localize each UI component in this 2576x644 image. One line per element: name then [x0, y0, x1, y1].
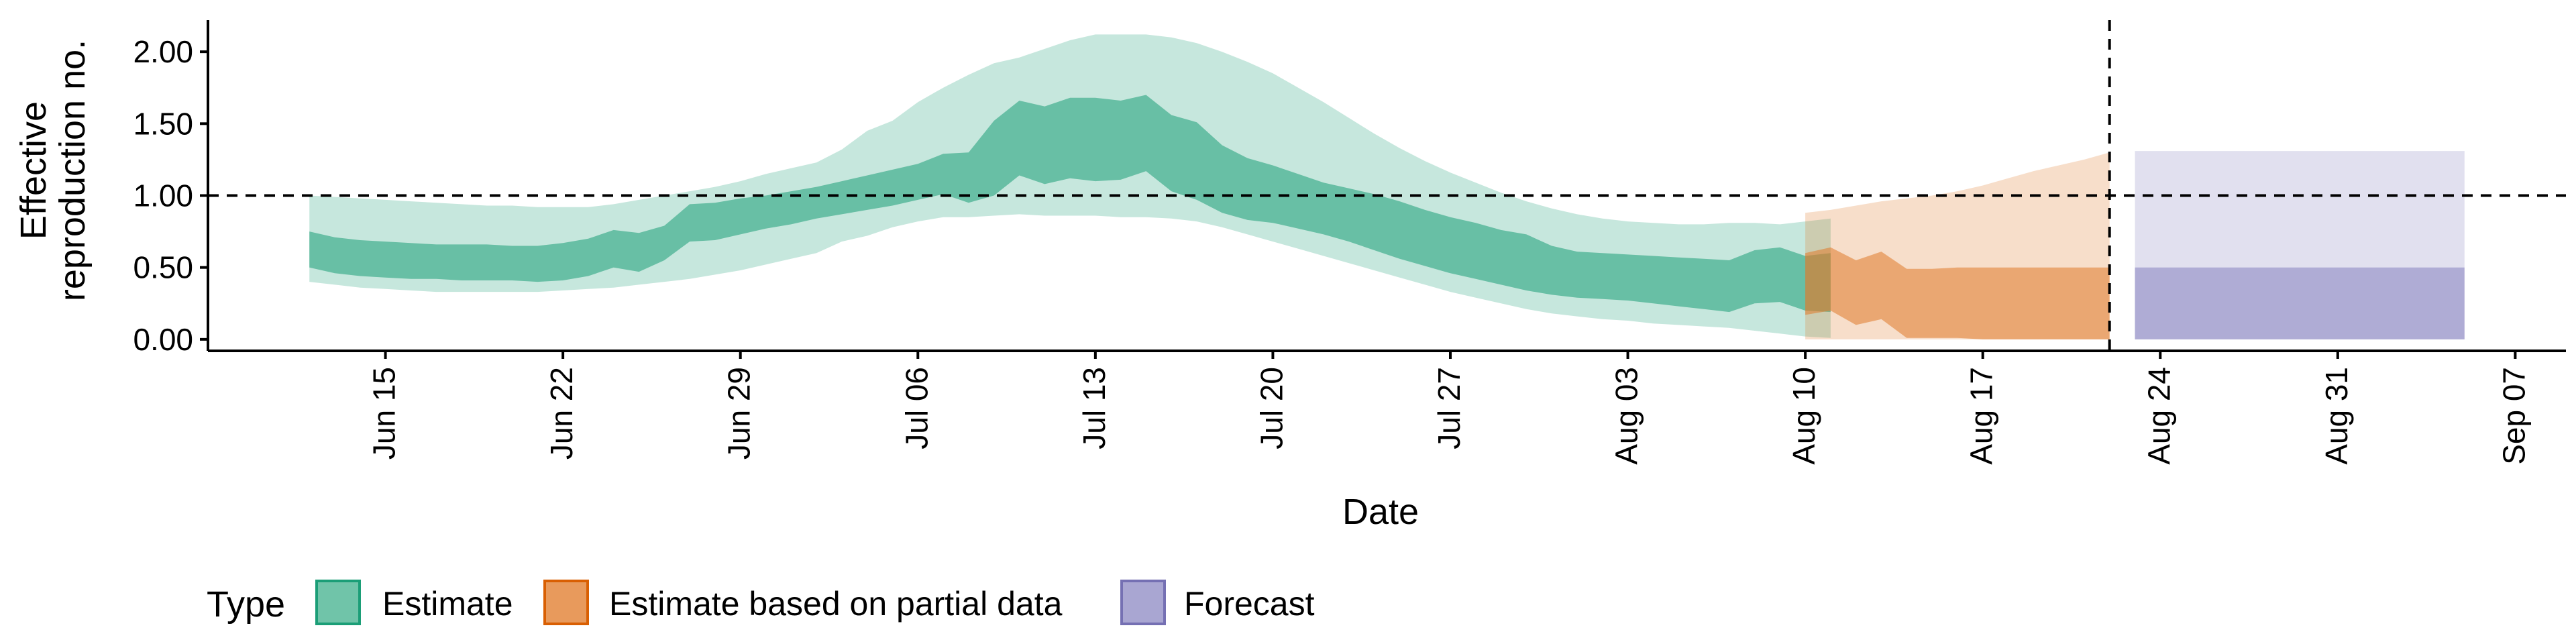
band-50-partial [1805, 247, 2110, 339]
x-axis: Jun 15 Jun 22 Jun 29 Jul 06 Jul 13 Jul 20 Jul … [367, 351, 2531, 465]
x-tick-label: Jun 22 [544, 367, 579, 460]
legend-title: Type [207, 584, 285, 625]
y-axis-title-line-2: reproduction no. [52, 40, 93, 301]
y-tick-label: 0.00 [133, 322, 193, 357]
band-50-estimate [309, 95, 1831, 313]
legend-key-forecast [1120, 580, 1166, 625]
x-tick-label: Aug 24 [2141, 367, 2176, 465]
x-tick-label: Jun 15 [367, 367, 402, 460]
x-tick-label: Aug 17 [1964, 367, 1999, 465]
y-tick-label: 0.50 [133, 250, 193, 285]
x-tick-label: Aug 03 [1609, 367, 1644, 465]
legend-label-estimate: Estimate [382, 585, 513, 623]
x-axis-title: Date [1342, 492, 1419, 532]
y-axis: 0.00 0.50 1.00 1.50 2.00 [133, 34, 208, 357]
x-tick-label: Jul 13 [1077, 367, 1112, 449]
band-50-forecast [2135, 267, 2465, 339]
y-tick-label: 2.00 [133, 34, 193, 69]
y-tick-label: 1.50 [133, 106, 193, 141]
x-tick-label: Jul 20 [1254, 367, 1289, 449]
legend-key-partial [543, 580, 589, 625]
legend-key-estimate [315, 580, 361, 625]
legend: Type Estimate Estimate based on partial … [207, 580, 1315, 625]
x-tick-label: Sep 07 [2496, 367, 2531, 465]
x-tick-label: Jul 06 [899, 367, 934, 449]
plot-area [309, 34, 2465, 339]
legend-label-partial: Estimate based on partial data [609, 585, 1063, 623]
x-tick-label: Aug 31 [2319, 367, 2354, 465]
y-tick-label: 1.00 [133, 178, 193, 213]
y-axis-title: Effective reproduction no. [13, 40, 93, 301]
y-axis-title-line-1: Effective [13, 101, 54, 239]
legend-label-forecast: Forecast [1184, 585, 1315, 623]
x-tick-label: Aug 10 [1786, 367, 1821, 465]
x-tick-label: Jul 27 [1432, 367, 1466, 449]
x-tick-label: Jun 29 [722, 367, 757, 460]
